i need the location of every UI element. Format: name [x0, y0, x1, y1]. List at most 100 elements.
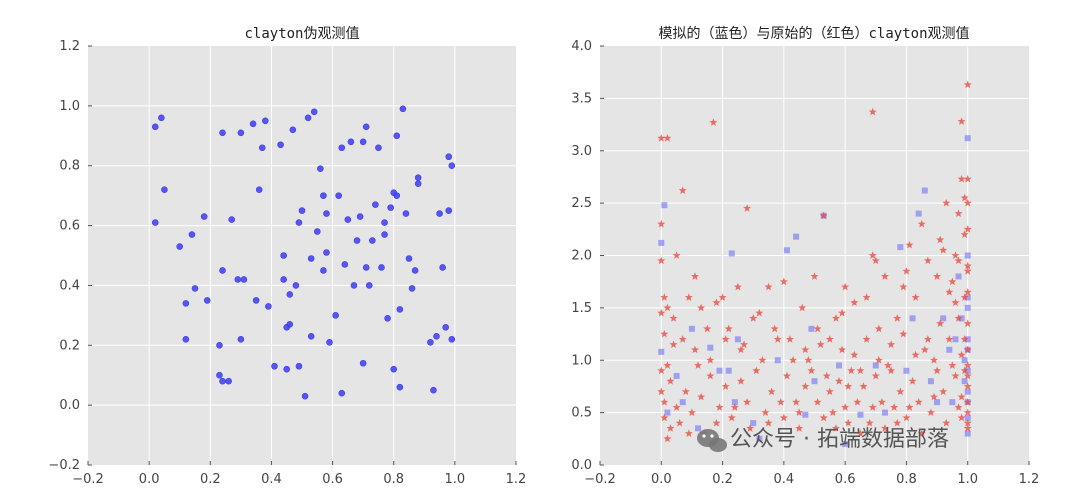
scatter-point [295, 219, 303, 226]
square-point [964, 414, 971, 421]
star-point [923, 335, 932, 343]
star-point [663, 434, 672, 443]
star-point [957, 117, 966, 125]
star-point [838, 308, 847, 317]
left-y-tick-label: 1.2 [59, 39, 80, 54]
scatter-point [414, 174, 422, 181]
right-x-tick-label: 0.6 [835, 472, 856, 487]
square-point [897, 244, 904, 251]
scatter-point [313, 228, 321, 235]
star-point [948, 277, 957, 286]
right-x-tick-label: 1.0 [957, 472, 978, 487]
star-point [877, 397, 886, 406]
square-point [664, 409, 671, 416]
left-y-tick-label: 0.6 [59, 219, 80, 234]
square-point [673, 372, 680, 379]
star-point [813, 324, 822, 333]
right-y-tick-label: 1.0 [571, 353, 592, 368]
star-point [963, 418, 972, 427]
scatter-point [237, 129, 245, 137]
square-point [949, 399, 956, 406]
scatter-point [216, 371, 223, 379]
star-point [868, 403, 877, 411]
star-point [920, 345, 929, 354]
star-point [773, 335, 782, 343]
left-y-tick-label: 0.0 [59, 398, 80, 413]
square-point [750, 420, 757, 427]
scatter-point [448, 335, 456, 343]
square-point [661, 202, 668, 209]
star-point [767, 387, 776, 396]
star-point [939, 246, 948, 254]
star-point [936, 319, 945, 327]
star-point [890, 403, 899, 411]
scatter-point [258, 144, 266, 152]
right-y-tick-label: 0.5 [571, 406, 592, 421]
scatter-point [381, 231, 388, 238]
star-point [810, 272, 819, 280]
star-point [936, 235, 945, 244]
wechat-icon [697, 429, 727, 452]
star-point [825, 387, 834, 396]
square-point [946, 346, 953, 353]
star-point [963, 371, 972, 380]
star-point [807, 366, 816, 375]
scatter-point [323, 249, 330, 256]
scatter-point [405, 255, 413, 262]
star-point [893, 314, 902, 322]
star-point [758, 356, 767, 364]
star-point [960, 335, 969, 343]
scatter-point [176, 243, 184, 250]
scatter-point [234, 276, 242, 283]
scatter-point [283, 365, 291, 373]
star-point [963, 267, 972, 275]
square-point [808, 325, 815, 332]
star-point [684, 293, 693, 301]
scatter-point [390, 365, 398, 373]
star-point [942, 198, 951, 207]
scatter-point [262, 117, 269, 125]
star-point [930, 356, 938, 364]
star-point [675, 418, 684, 427]
scatter-point [304, 114, 312, 122]
star-point [963, 174, 972, 183]
star-point [746, 424, 755, 432]
star-point [908, 377, 917, 385]
star-point [945, 287, 954, 296]
scatter-point [347, 138, 355, 146]
square-point [728, 250, 735, 257]
scatter-point [427, 338, 434, 346]
star-point [828, 408, 837, 417]
star-point [733, 282, 742, 291]
star-point [963, 424, 972, 432]
scatter-point [219, 129, 226, 137]
scatter-point [414, 180, 422, 187]
scatter-point [320, 267, 327, 274]
star-point [697, 303, 706, 312]
star-point [942, 418, 951, 427]
square-point [921, 187, 928, 194]
left-grid [88, 46, 516, 465]
star-point [663, 303, 672, 312]
scatter-point [359, 138, 367, 146]
scatter-point [350, 282, 358, 289]
star-point [666, 377, 675, 385]
right-y-tick-label: 2.0 [571, 249, 592, 264]
star-point [954, 403, 963, 411]
scatter-point [356, 213, 364, 220]
star-point [660, 397, 669, 406]
scatter-point [298, 207, 306, 214]
star-point [657, 219, 666, 228]
star-point [727, 413, 736, 422]
star-point [862, 335, 871, 343]
star-point [755, 308, 764, 317]
star-point [743, 397, 752, 406]
left-x-tick-label: −0.2 [72, 472, 104, 487]
star-point [951, 251, 960, 259]
watermark: 公众号 · 拓端数据部落 [697, 427, 949, 452]
square-point [658, 239, 665, 246]
left-y-tick-label: 0.2 [59, 338, 80, 353]
scatter-point [286, 291, 294, 298]
right-x-ticks: −0.2 0.0 0.2 0.4 0.6 0.8 1.0 1.2 [584, 461, 1039, 487]
star-point [795, 424, 804, 432]
